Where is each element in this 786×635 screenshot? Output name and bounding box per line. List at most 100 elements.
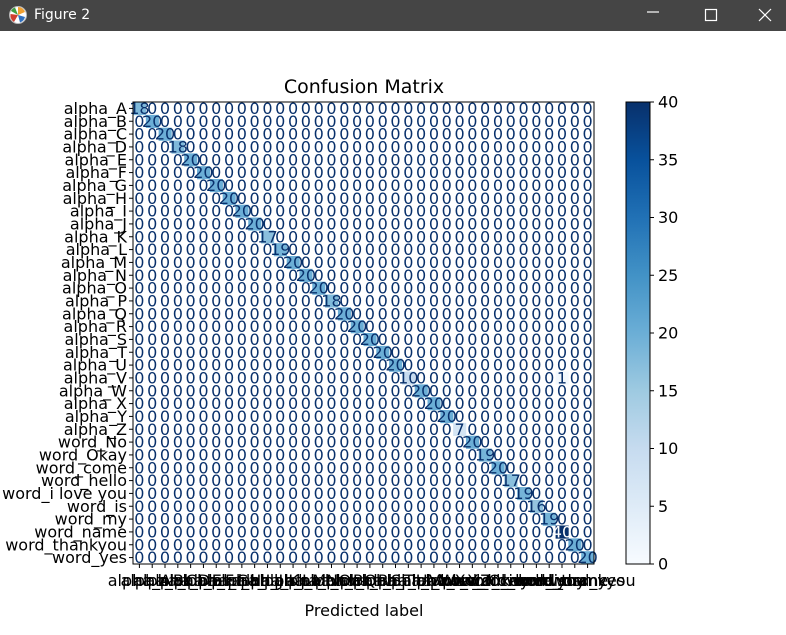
cell-value-label: 0 <box>442 484 452 503</box>
cell-value-label: 0 <box>211 253 221 272</box>
cell-value-label: 0 <box>570 253 580 272</box>
cell-value-label: 0 <box>518 279 528 298</box>
cell-value-label: 0 <box>416 522 426 541</box>
cell-value-label: 0 <box>237 214 247 233</box>
cell-value-label: 0 <box>506 227 516 246</box>
cell-value-label: 0 <box>378 304 388 323</box>
cell-value-label: 0 <box>288 317 298 336</box>
cell-value-label: 0 <box>480 189 490 208</box>
cell-value-label: 0 <box>442 189 452 208</box>
cell-value-label: 0 <box>365 253 375 272</box>
cell-value-label: 0 <box>467 471 477 490</box>
cell-value-label: 0 <box>275 343 285 362</box>
cell-value-label: 0 <box>518 445 528 464</box>
cell-value-label: 0 <box>237 420 247 439</box>
close-button[interactable] <box>742 0 786 31</box>
cell-value-label: 0 <box>429 381 439 400</box>
cell-value-label: 0 <box>403 407 413 426</box>
cell-value-label: 0 <box>160 343 170 362</box>
cell-value-label: 0 <box>583 510 593 529</box>
cell-value-label: 0 <box>390 150 400 169</box>
cell-value-label: 0 <box>557 510 567 529</box>
heatmap-cell <box>581 551 595 565</box>
y-tick-label: alpha_E <box>65 150 127 170</box>
cell-value-label: 0 <box>557 304 567 323</box>
cell-value-label: 0 <box>186 125 196 144</box>
cell-value-label: 0 <box>429 445 439 464</box>
cell-value-label: 0 <box>583 304 593 323</box>
cell-value-label: 20 <box>385 356 405 375</box>
cell-value-label: 0 <box>262 317 272 336</box>
heatmap-cell <box>453 422 467 436</box>
cell-value-label: 0 <box>224 458 234 477</box>
cell-value-label: 0 <box>416 304 426 323</box>
cell-value-label: 0 <box>275 266 285 285</box>
x-tick-label: alpha_F <box>173 571 235 591</box>
cell-value-label: 0 <box>506 394 516 413</box>
cell-value-label: 0 <box>544 279 554 298</box>
cell-value-label: 0 <box>429 99 439 118</box>
cell-value-label: 0 <box>134 433 144 452</box>
cell-value-label: 0 <box>211 471 221 490</box>
cell-value-label: 0 <box>365 227 375 246</box>
cell-value-label: 0 <box>454 176 464 195</box>
cell-value-label: 0 <box>339 535 349 554</box>
cell-value-label: 0 <box>301 202 311 221</box>
cell-value-label: 0 <box>134 458 144 477</box>
cell-value-label: 0 <box>506 176 516 195</box>
minimize-button[interactable] <box>630 0 676 31</box>
cell-value-label: 0 <box>493 240 503 259</box>
cell-value-label: 0 <box>429 433 439 452</box>
cell-value-label: 0 <box>134 356 144 375</box>
cell-value-label: 0 <box>224 497 234 516</box>
cell-value-label: 0 <box>186 163 196 182</box>
cell-value-label: 0 <box>288 99 298 118</box>
cell-value-label: 0 <box>186 445 196 464</box>
cell-value-label: 0 <box>557 394 567 413</box>
cell-value-label: 17 <box>257 227 277 246</box>
cell-value-label: 0 <box>531 458 541 477</box>
cell-value-label: 0 <box>211 227 221 246</box>
cell-value-label: 0 <box>198 420 208 439</box>
cell-value-label: 0 <box>467 407 477 426</box>
cell-value-label: 0 <box>198 535 208 554</box>
cell-value-label: 0 <box>442 510 452 529</box>
cell-value-label: 0 <box>224 394 234 413</box>
cell-value-label: 0 <box>390 291 400 310</box>
cell-value-label: 0 <box>147 291 157 310</box>
cell-value-label: 0 <box>493 343 503 362</box>
cell-value-label: 0 <box>301 214 311 233</box>
cell-value-label: 0 <box>173 381 183 400</box>
cell-value-label: 0 <box>544 420 554 439</box>
colorbar-tick-label: 30 <box>658 208 678 227</box>
cell-value-label: 0 <box>301 445 311 464</box>
cell-value-label: 0 <box>480 535 490 554</box>
cell-value-label: 0 <box>288 163 298 182</box>
heatmap-cell <box>517 487 531 501</box>
cell-value-label: 0 <box>147 445 157 464</box>
cell-value-label: 0 <box>518 112 528 131</box>
cell-value-label: 0 <box>403 240 413 259</box>
heatmap-cell <box>248 217 262 231</box>
cell-value-label: 0 <box>134 112 144 131</box>
cell-value-label: 0 <box>198 266 208 285</box>
cell-value-label: 0 <box>429 304 439 323</box>
cell-value-label: 0 <box>262 150 272 169</box>
cell-value-label: 0 <box>570 202 580 221</box>
cell-value-label: 0 <box>224 317 234 336</box>
cell-value-label: 0 <box>275 291 285 310</box>
maximize-button[interactable] <box>688 0 734 31</box>
cell-value-label: 0 <box>301 368 311 387</box>
y-tick-label: alpha_K <box>64 227 127 247</box>
cell-value-label: 0 <box>416 99 426 118</box>
maximize-icon <box>704 8 718 22</box>
cell-value-label: 0 <box>557 381 567 400</box>
cell-value-label: 0 <box>378 202 388 221</box>
cell-value-label: 0 <box>454 227 464 246</box>
cell-value-label: 0 <box>518 150 528 169</box>
cell-value-label: 0 <box>250 535 260 554</box>
cell-value-label: 0 <box>326 266 336 285</box>
cell-value-label: 0 <box>339 368 349 387</box>
cell-value-label: 20 <box>232 202 252 221</box>
cell-value-label: 0 <box>493 356 503 375</box>
